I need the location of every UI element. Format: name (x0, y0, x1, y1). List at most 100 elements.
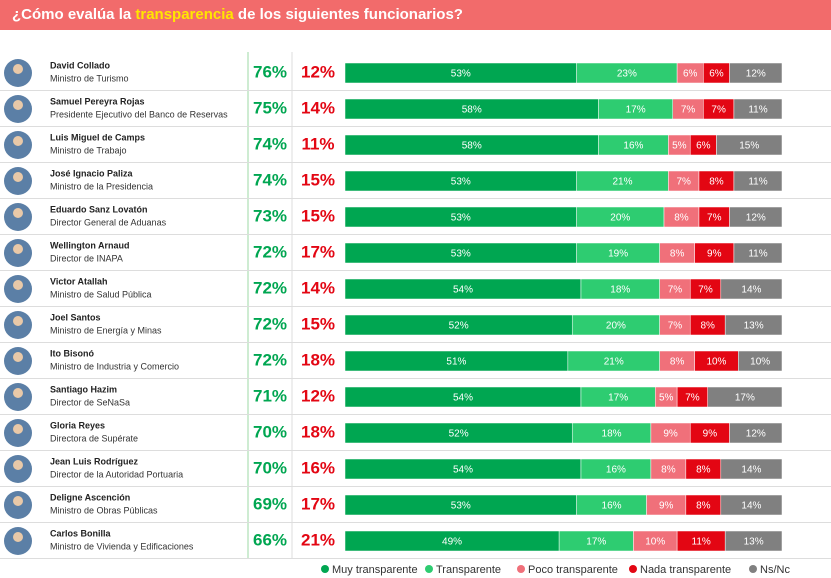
segment-label: 8% (674, 213, 689, 224)
person-role: Ministro de Industria y Comercio (50, 361, 179, 371)
segment-label: 8% (709, 177, 724, 188)
avatar-head (13, 496, 23, 506)
bar-segment (707, 386, 783, 408)
person-role: Ministro de Trabajo (50, 145, 127, 155)
segment-label: 9% (663, 429, 678, 440)
segment-label: 7% (676, 177, 691, 188)
person-role: Ministro de Vivienda y Edificaciones (50, 541, 194, 551)
segment-label: 5% (659, 393, 674, 404)
segment-label: 11% (748, 177, 767, 188)
segment-label: 18% (610, 285, 630, 296)
person-name: Ito Bisonó (50, 348, 94, 358)
segment-label: 21% (612, 177, 632, 188)
person-role: Director de INAPA (50, 253, 123, 263)
title-bar (0, 0, 831, 30)
person-role: Presidente Ejecutivo del Banco de Reserv… (50, 109, 228, 119)
legend-swatch (321, 565, 329, 573)
segment-label: 7% (711, 105, 726, 116)
segment-label: 19% (608, 249, 628, 260)
positive-total: 74% (253, 170, 287, 189)
positive-total: 72% (253, 242, 287, 261)
person-name: José Ignacio Paliza (50, 168, 134, 178)
segment-label: 7% (707, 213, 722, 224)
segment-label: 13% (744, 321, 764, 332)
person-role: Director General de Aduanas (50, 217, 167, 227)
avatar-head (13, 424, 23, 434)
segment-label: 9% (703, 429, 718, 440)
segment-label: 10% (750, 357, 770, 368)
segment-label: 7% (685, 393, 700, 404)
legend-swatch (425, 565, 433, 573)
negative-total: 12% (301, 62, 335, 81)
segment-label: 5% (672, 141, 687, 152)
segment-label: 53% (451, 69, 471, 80)
avatar-head (13, 244, 23, 254)
segment-label: 14% (741, 465, 761, 476)
segment-label: 53% (451, 501, 471, 512)
segment-label: 7% (698, 285, 713, 296)
person-name: Carlos Bonilla (50, 528, 112, 538)
legend-swatch (629, 565, 637, 573)
segment-label: 7% (668, 285, 683, 296)
person-role: Ministro de Obras Públicas (50, 505, 158, 515)
positive-total: 71% (253, 386, 287, 405)
bar-segment (720, 458, 783, 480)
segment-label: 6% (696, 141, 711, 152)
positive-total: 75% (253, 98, 287, 117)
legend-label: Transparente (436, 564, 501, 576)
negative-total: 15% (301, 314, 335, 333)
avatar-head (13, 532, 23, 542)
positive-total: 70% (253, 458, 287, 477)
segment-label: 20% (606, 321, 626, 332)
avatar-head (13, 280, 23, 290)
avatar-head (13, 316, 23, 326)
person-name: Jean Luis Rodríguez (50, 456, 139, 466)
segment-label: 7% (668, 321, 683, 332)
person-name: Deligne Ascención (50, 492, 130, 502)
person-name: David Collado (50, 60, 111, 70)
negative-total: 18% (301, 422, 335, 441)
bar-segment (729, 206, 783, 228)
person-name: Gloria Reyes (50, 420, 105, 430)
negative-total: 15% (301, 206, 335, 225)
person-name: Eduardo Sanz Lovatón (50, 204, 148, 214)
bar-segment (716, 134, 783, 156)
segment-label: 7% (681, 105, 696, 116)
segment-label: 12% (746, 69, 766, 80)
segment-label: 12% (746, 213, 766, 224)
positive-total: 72% (253, 350, 287, 369)
positive-total: 72% (253, 314, 287, 333)
person-name: Luis Miguel de Camps (50, 132, 145, 142)
segment-label: 23% (617, 69, 637, 80)
positive-total: 66% (253, 530, 287, 549)
segment-label: 11% (692, 537, 711, 548)
negative-total: 14% (301, 98, 335, 117)
legend-label: Poco transparente (528, 564, 618, 576)
bar-segment (733, 98, 783, 120)
person-name: Santiago Hazim (50, 384, 117, 394)
avatar-head (13, 136, 23, 146)
negative-total: 12% (301, 386, 335, 405)
segment-label: 8% (661, 465, 676, 476)
bar-segment (729, 62, 783, 84)
segment-label: 53% (451, 213, 471, 224)
person-role: Ministro de Energía y Minas (50, 325, 162, 335)
legend-label: Nada transparente (640, 564, 731, 576)
title-text: de los siguientes funcionarios? (234, 6, 463, 23)
avatar-head (13, 100, 23, 110)
segment-label: 6% (709, 69, 724, 80)
segment-label: 54% (453, 465, 473, 476)
segment-label: 49% (442, 537, 462, 548)
positive-total: 73% (253, 206, 287, 225)
avatar-head (13, 388, 23, 398)
bar-segment (738, 350, 783, 372)
person-role: Director de la Autoridad Portuaria (50, 469, 183, 479)
negative-total: 14% (301, 278, 335, 297)
positive-total: 70% (253, 422, 287, 441)
segment-label: 12% (746, 429, 766, 440)
segment-label: 52% (449, 321, 469, 332)
segment-label: 14% (741, 501, 761, 512)
segment-label: 51% (446, 357, 466, 368)
segment-label: 10% (706, 357, 726, 368)
segment-label: 16% (602, 501, 622, 512)
